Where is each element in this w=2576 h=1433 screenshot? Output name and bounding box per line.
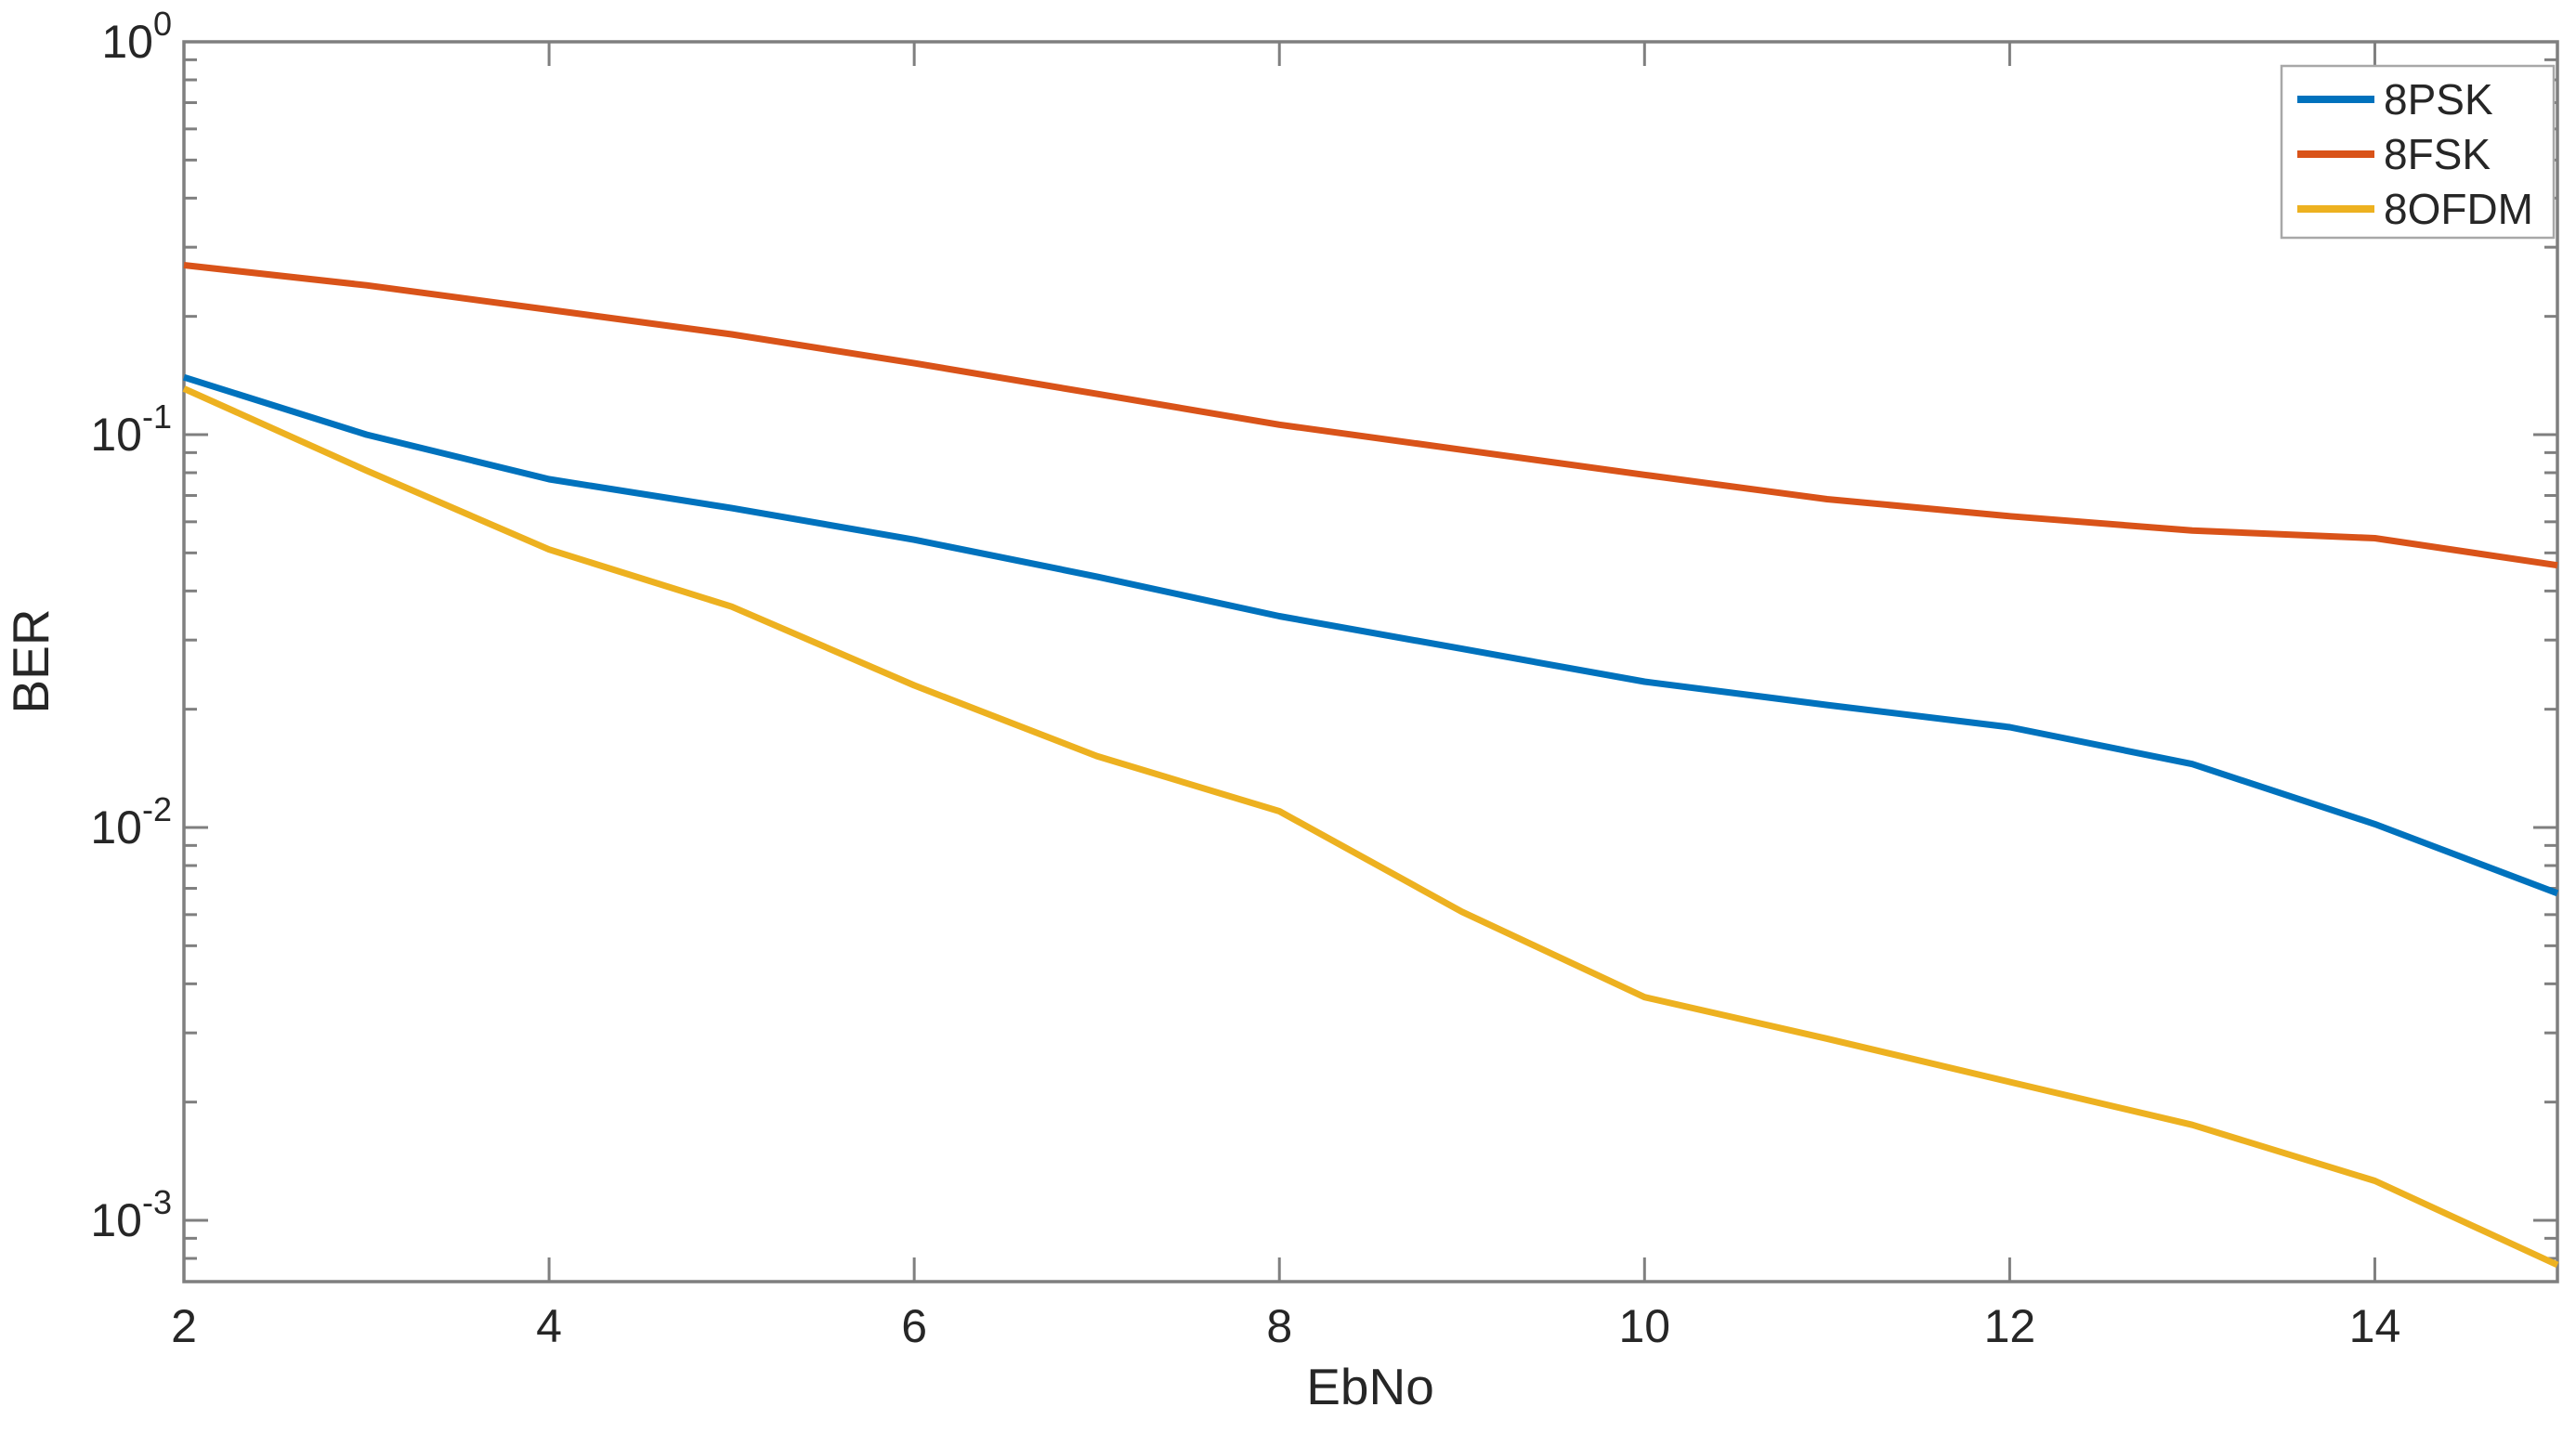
x-tick-label: 10 (1618, 1300, 1670, 1352)
curve-8ofdm (182, 385, 2559, 1269)
legend-swatches (2297, 96, 2374, 213)
x-tick-label: 2 (171, 1300, 197, 1352)
x-tick-label: 14 (2349, 1300, 2401, 1352)
y-axis-label: BER (2, 608, 59, 713)
legend-label-8psk: 8PSK (2384, 75, 2493, 124)
y-tick-label: 10-2 (90, 790, 172, 853)
legend-label-8ofdm: 8OFDM (2384, 185, 2533, 233)
y-tick-label: 100 (101, 5, 172, 68)
x-tick-label: 8 (1266, 1300, 1292, 1352)
curves (182, 262, 2559, 1269)
x-tick-label: 6 (901, 1300, 927, 1352)
curve-8fsk (183, 262, 2558, 569)
axes: 2 4 6 8 10 12 14 100 10-1 10-2 10-3 (90, 5, 2559, 1352)
legend: 8PSK 8FSK 8OFDM (2280, 64, 2556, 240)
x-axis-label: EbNo (1306, 1358, 1434, 1415)
x-tick-label: 12 (1984, 1300, 2036, 1352)
curve-8psk (182, 373, 2559, 897)
plot-box (182, 40, 2559, 1283)
legend-label-8fsk: 8FSK (2384, 130, 2491, 178)
x-tick-label: 4 (536, 1300, 562, 1352)
y-tick-label: 10-3 (90, 1183, 172, 1246)
y-tick-label: 10-1 (90, 397, 172, 461)
